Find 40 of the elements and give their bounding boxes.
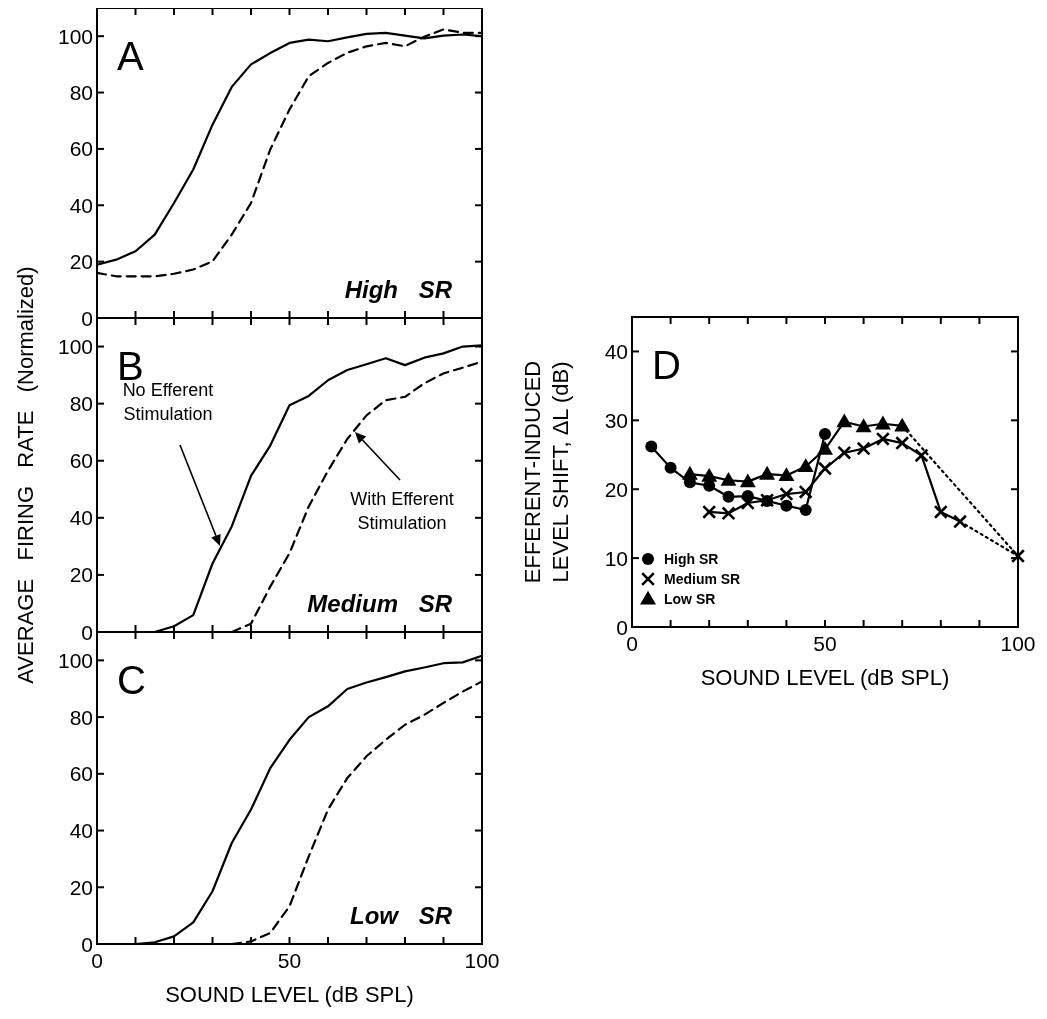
y-tick-label: 30 bbox=[604, 408, 628, 432]
y-tick-label: 80 bbox=[69, 392, 93, 416]
legend-label: High SR bbox=[664, 551, 719, 568]
x-tick-label: 100 bbox=[1000, 632, 1036, 655]
y-tick-label: 10 bbox=[604, 546, 628, 570]
y-tick-label: 60 bbox=[69, 449, 93, 473]
x-tick-label: 50 bbox=[813, 632, 837, 655]
y-tick-label: 60 bbox=[69, 137, 93, 161]
x-axis-title: SOUND LEVEL (dB SPL) bbox=[165, 982, 414, 1007]
legend-label: Low SR bbox=[664, 591, 716, 608]
annotation: Medium SR bbox=[307, 590, 453, 617]
y-tick-label: 40 bbox=[69, 819, 93, 843]
annotation: C bbox=[117, 658, 146, 702]
annotation: Low SR bbox=[350, 902, 453, 929]
x-tick-label: 50 bbox=[277, 949, 302, 972]
y-tick-label: 100 bbox=[57, 648, 93, 672]
y-tick-label: 100 bbox=[57, 24, 93, 48]
y-tick-label: 0 bbox=[81, 932, 93, 956]
annotation: D bbox=[652, 343, 681, 387]
annotation: With Efferent Stimulation bbox=[350, 489, 454, 533]
y-tick-label: 40 bbox=[69, 506, 93, 530]
y-tick-label: 20 bbox=[69, 875, 93, 899]
y-tick-label: 0 bbox=[616, 615, 628, 639]
legend-label: Medium SR bbox=[664, 571, 741, 588]
annotation: High SR bbox=[344, 276, 453, 303]
x-tick-label: 100 bbox=[464, 949, 500, 972]
y-tick-label: 20 bbox=[69, 250, 93, 274]
annotation: A bbox=[117, 34, 144, 78]
y-tick-label: 80 bbox=[69, 81, 93, 105]
y-tick-label: 80 bbox=[69, 705, 93, 729]
y-tick-label: 0 bbox=[81, 306, 93, 330]
y-axis-title: AVERAGE FIRING RATE (Normalized) bbox=[13, 266, 38, 684]
y-tick-label: 20 bbox=[69, 563, 93, 587]
y-tick-label: 20 bbox=[604, 477, 628, 501]
y-tick-label: 100 bbox=[57, 335, 93, 359]
y-tick-label: 40 bbox=[69, 193, 93, 217]
x-axis-title: SOUND LEVEL (dB SPL) bbox=[700, 665, 950, 690]
y-axis-title: EFFERENT-INDUCED LEVEL SHIFT, ΔL (dB) bbox=[520, 360, 573, 584]
y-tick-label: 40 bbox=[604, 340, 628, 363]
y-tick-label: 60 bbox=[69, 762, 93, 786]
